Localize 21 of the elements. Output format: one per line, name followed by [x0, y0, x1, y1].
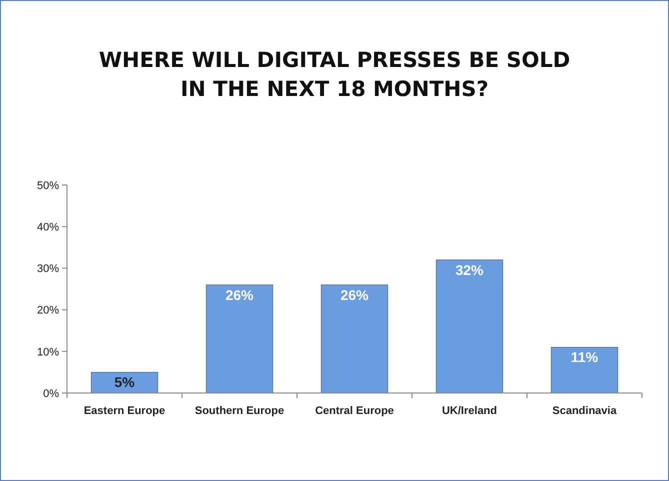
- data-label: 32%: [455, 262, 484, 278]
- y-tick-label: 40%: [36, 221, 60, 234]
- x-tick-label: Eastern Europe: [84, 405, 166, 417]
- y-tick-label: 50%: [36, 180, 60, 192]
- bar: [550, 346, 618, 394]
- y-tick-label: 0%: [43, 388, 60, 400]
- bar: [206, 284, 274, 394]
- y-tick-label: 20%: [36, 304, 60, 317]
- x-tick-label: Scandinavia: [552, 405, 618, 417]
- chart-title: WHERE WILL DIGITAL PRESSES BE SOLD IN THE NEXT 18 MONTHS?: [98, 48, 570, 101]
- x-tick-label: Southern Europe: [194, 405, 284, 417]
- data-label: 26%: [225, 286, 254, 303]
- data-label: 26%: [340, 286, 370, 303]
- bar: [436, 260, 504, 394]
- x-tick-label: Central Europe: [315, 405, 394, 417]
- y-tick-label: 10%: [36, 346, 60, 358]
- bar: [320, 284, 388, 394]
- x-tick-label: UK/Ireland: [442, 405, 498, 417]
- data-label: 5%: [114, 374, 136, 390]
- y-tick-label: 30%: [36, 263, 60, 276]
- data-label: 11%: [570, 349, 599, 366]
